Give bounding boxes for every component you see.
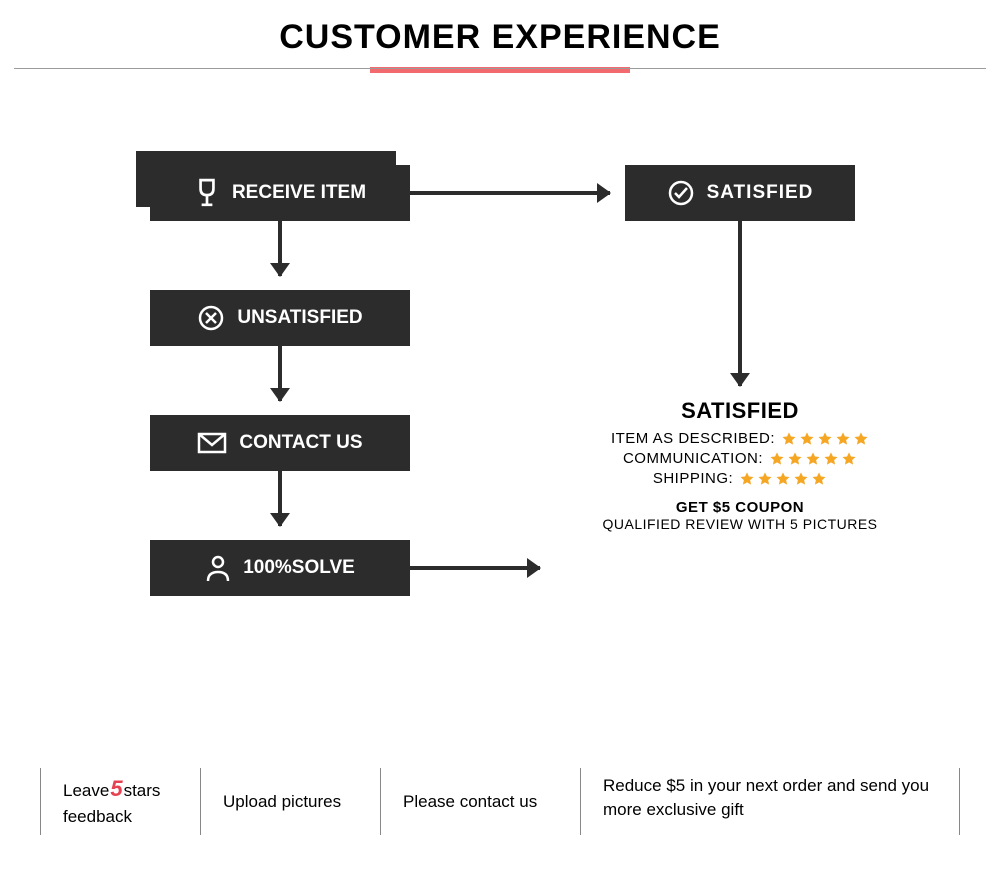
arrow-down <box>278 471 282 526</box>
rating-label: ITEM AS DESCRIBED: <box>611 430 775 447</box>
footer-text: Leave <box>63 781 109 800</box>
star-icon <box>811 471 827 487</box>
header: CUSTOMER EXPERIENCE <box>0 18 1000 73</box>
node-solve: 100%SOLVE <box>150 540 410 596</box>
ratings-title: SATISFIED <box>560 398 920 424</box>
rating-row: COMMUNICATION: <box>560 450 920 467</box>
arrow-right <box>410 191 610 195</box>
footer-cell-feedback: Leave5stars feedback <box>40 768 200 835</box>
footer-cell-upload: Upload pictures <box>200 768 380 835</box>
star-icon <box>817 431 833 447</box>
node-label: CONTACT US <box>239 432 362 454</box>
node-label: UNSATISFIED <box>237 307 362 329</box>
coupon-title: GET $5 COUPON <box>560 499 920 516</box>
rating-row: SHIPPING: <box>560 470 920 487</box>
star-icon <box>823 451 839 467</box>
node-unsatisfied: UNSATISFIED <box>150 290 410 346</box>
node-contact-us: CONTACT US <box>150 415 410 471</box>
star-icon <box>799 431 815 447</box>
page-title: CUSTOMER EXPERIENCE <box>279 18 721 65</box>
footer-text: Reduce $5 in your next order and send yo… <box>603 776 929 819</box>
rating-label: COMMUNICATION: <box>623 450 763 467</box>
star-icon <box>835 431 851 447</box>
x-circle-icon <box>197 304 225 332</box>
star-icon <box>841 451 857 467</box>
star-icon <box>781 431 797 447</box>
star-icon <box>775 471 791 487</box>
star-icon <box>805 451 821 467</box>
coupon-subtitle: QUALIFIED REVIEW WITH 5 PICTURES <box>560 516 920 532</box>
arrow-down <box>738 221 742 386</box>
star-icon <box>787 451 803 467</box>
node-label: RECEIVE ITEM <box>232 182 366 204</box>
wine-glass-icon <box>194 178 220 208</box>
header-divider <box>14 68 986 69</box>
arrow-down <box>278 346 282 401</box>
node-satisfied: SATISFIED <box>625 165 855 221</box>
footer-cell-reduce: Reduce $5 in your next order and send yo… <box>580 768 960 835</box>
rating-stars <box>739 471 827 487</box>
footer-text: Please contact us <box>403 790 537 814</box>
arrow-right <box>410 566 540 570</box>
footer-cell-contact: Please contact us <box>380 768 580 835</box>
footer-text: Upload pictures <box>223 790 341 814</box>
rating-label: SHIPPING: <box>653 470 733 487</box>
person-icon <box>205 554 231 582</box>
node-label: 100%SOLVE <box>243 557 355 579</box>
check-circle-icon <box>667 179 695 207</box>
star-icon <box>739 471 755 487</box>
rating-rows: ITEM AS DESCRIBED: COMMUNICATION: SHIPPING… <box>560 430 920 487</box>
rating-stars <box>769 451 857 467</box>
ratings-block: SATISFIED ITEM AS DESCRIBED: COMMUNICATIO… <box>560 398 920 532</box>
star-icon <box>769 451 785 467</box>
node-receive-item: RECEIVE ITEM <box>150 165 410 221</box>
star-icon <box>853 431 869 447</box>
arrow-down <box>278 221 282 276</box>
node-label: SATISFIED <box>707 182 814 204</box>
rating-stars <box>781 431 869 447</box>
star-icon <box>793 471 809 487</box>
star-icon <box>757 471 773 487</box>
envelope-icon <box>197 432 227 454</box>
rating-row: ITEM AS DESCRIBED: <box>560 430 920 447</box>
flowchart: RECEIVE ITEM SATISFIED UNSATISFIED CONTA… <box>0 140 1000 875</box>
footer-highlight-five: 5 <box>109 776 123 801</box>
footer-steps: Leave5stars feedback Upload pictures Ple… <box>40 768 960 835</box>
